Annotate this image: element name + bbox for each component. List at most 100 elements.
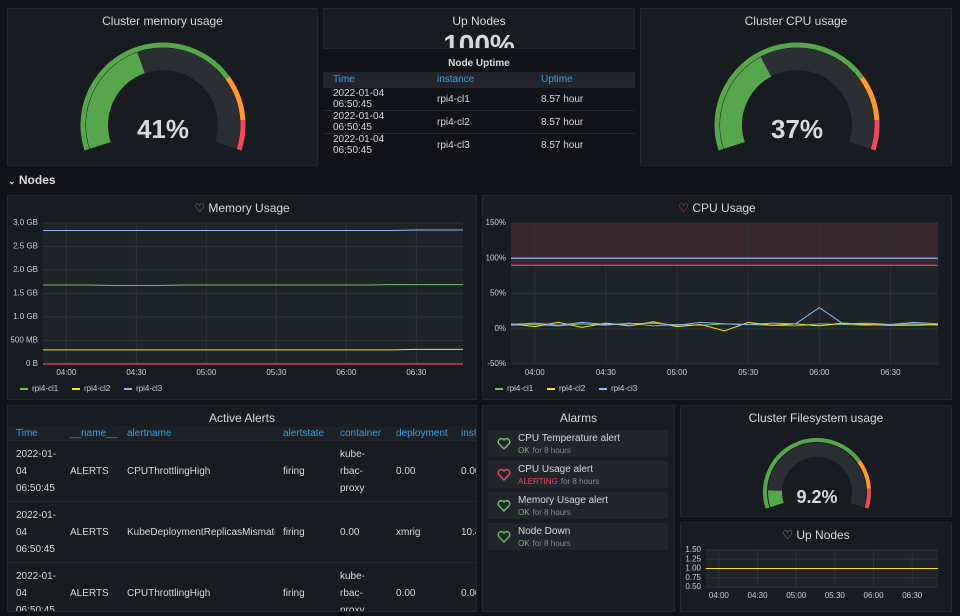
memory-gauge-panel: 41% Cluster memory usage — [7, 8, 318, 166]
column-header[interactable]: alertstate — [275, 426, 332, 441]
panel-title: ♡ CPU Usage — [678, 201, 756, 215]
alarms-panel: Alarms CPU Temperature alert OK for 8 hour… — [482, 405, 675, 612]
table-cell: CPUThrottlingHigh — [119, 440, 275, 502]
alerts-table: Time __name__ alertname alertstate container… — [8, 426, 476, 611]
y-tick-label: 0% — [494, 324, 506, 333]
gauge-value-arc — [720, 57, 772, 149]
series-line — [510, 306, 939, 326]
panel-title: ♡ Memory Usage — [194, 201, 290, 215]
table-row: 2022-01-04 06:50:45 rpi4-cl3 8.57 hour — [323, 133, 635, 156]
uptime-table: Time instance Uptime 2022-01-04 06:50:45 rpi… — [323, 72, 635, 156]
series-line — [510, 321, 939, 332]
column-header[interactable]: instance — [453, 426, 476, 441]
alarm-status: OK for 8 hours — [518, 446, 571, 455]
table-cell: ALERTS — [62, 501, 119, 563]
column-header[interactable]: alertname — [119, 426, 275, 441]
table-cell: KubeDeploymentReplicasMismatch — [119, 501, 275, 563]
table-cell: 8.57 hour — [531, 87, 635, 111]
table-cell: firing — [275, 562, 332, 611]
heart — [497, 530, 511, 544]
column-header[interactable]: Time — [323, 72, 427, 88]
alarm-status: OK for 8 hours — [518, 508, 571, 517]
table-cell: 10.4 — [453, 501, 476, 563]
alerts-panel: Active Alerts Time __name__ alertname alert… — [7, 405, 477, 612]
table-row: 2022-01-04 06:50:45 ALERTS CPUThrottlingHi… — [8, 440, 476, 502]
alarm-status: ALERTING for 8 hours — [518, 477, 599, 486]
table-cell: 0.00 — [388, 440, 453, 502]
threshold-region — [511, 223, 938, 266]
gauge-threshold-band — [864, 488, 871, 509]
heart — [497, 499, 511, 513]
x-tick-label: 06:30 — [902, 591, 923, 600]
x-tick-label: 05:00 — [667, 368, 688, 377]
fs-gauge-panel: 9.2% Cluster Filesystem usage — [680, 405, 952, 517]
y-tick-label: 0.75 — [685, 573, 701, 582]
x-tick-label: 06:30 — [881, 368, 902, 377]
table-cell: 8.57 hour — [531, 110, 635, 134]
gauge-threshold-band — [225, 76, 246, 121]
x-tick-label: 06:00 — [864, 591, 885, 600]
alarm-item[interactable]: CPU Temperature alert OK for 8 hours — [488, 430, 668, 457]
heart — [497, 468, 511, 482]
table-cell: 0.00 — [332, 501, 388, 563]
table-cell: rpi4-cl2 — [427, 110, 531, 134]
y-tick-label: 1.00 — [685, 564, 701, 573]
row-header[interactable]: ⌄ Nodes — [8, 173, 56, 187]
gauge-threshold-band — [763, 438, 861, 509]
y-tick-label: 1.25 — [685, 554, 701, 563]
gauge-threshold-band — [859, 76, 880, 121]
column-header[interactable]: deployment — [388, 426, 453, 441]
x-tick-label: 04:30 — [126, 368, 147, 377]
x-tick-label: 06:00 — [336, 368, 357, 377]
chevron: ⌄ — [8, 176, 16, 186]
y-tick-label: 500 MB — [10, 336, 38, 345]
chart: 0 B 500 MB 1.0 GB 1.5 GB 2.0 GB 2.5 GB 3.0 GB 0… — [10, 218, 463, 393]
chart: 0.500.751.001.251.50 04:00 04:30 05:00 05:30… — [685, 545, 938, 600]
table-cell: kube-rbac-proxy — [332, 440, 388, 502]
table-cell: ALERTS — [62, 562, 119, 611]
column-header[interactable]: Time — [8, 426, 62, 441]
table-cell: ALERTS — [62, 440, 119, 502]
table-row: 2022-01-04 06:50:45 rpi4-cl1 8.57 hour — [323, 87, 635, 111]
x-tick-label: 05:30 — [825, 591, 846, 600]
y-tick-label: 1.50 — [685, 545, 701, 554]
gauge-threshold-band — [236, 119, 246, 151]
x-tick-label: 04:00 — [709, 591, 730, 600]
table-row: 2022-01-04 06:50:45 rpi4-cl2 8.57 hour — [323, 110, 635, 134]
alarm-state: OK — [518, 508, 530, 517]
chart: -50% 0% 50% 100% 150% 04:00 04:30 05:00 05:30 06:… — [486, 218, 939, 393]
table-cell: 2022-01-04 06:50:45 — [8, 440, 62, 502]
alarm-duration: for 8 hours — [532, 508, 571, 517]
alarm-status: OK for 8 hours — [518, 539, 571, 548]
alarm-item[interactable]: Memory Usage alert OK for 8 hours — [488, 492, 668, 519]
up-nodes-chart-panel: 0.50 0.75 1.00 1.25 1.50 04:00 04:30 05:00 05:30… — [680, 522, 952, 612]
column-header[interactable]: Uptime — [531, 72, 635, 88]
table-cell: 2022-01-04 06:50:45 — [8, 501, 62, 563]
legend-label: rpi4-cl3 — [611, 384, 638, 393]
alarm-state: OK — [518, 539, 530, 548]
panel-title: Cluster Filesystem usage — [748, 411, 884, 425]
legend-label: rpi4-cl1 — [32, 384, 59, 393]
legend-label: rpi4-cl1 — [507, 384, 534, 393]
gauge-value: 9.2% — [796, 487, 837, 507]
gauge-value-arc — [86, 52, 146, 149]
table-row: 2022-01-04 06:50:45 ALERTS CPUThrottlingHi… — [8, 562, 476, 611]
heart — [497, 437, 511, 451]
x-tick-label: 05:30 — [738, 368, 759, 377]
column-header[interactable]: container — [332, 426, 388, 441]
alarm-icon — [497, 437, 511, 451]
table-row: 2022-01-04 06:50:45 ALERTS KubeDeploymentR… — [8, 501, 476, 563]
gauge-threshold-band — [714, 42, 864, 151]
column-header[interactable]: instance — [427, 72, 531, 88]
alarm-duration: for 8 hours — [532, 446, 571, 455]
alarm-name: Memory Usage alert — [518, 495, 609, 506]
up-nodes-panel: Up Nodes 100% — [323, 8, 635, 49]
alarm-item[interactable]: CPU Usage alert ALERTING for 8 hours — [488, 461, 668, 488]
alarm-item[interactable]: Node Down OK for 8 hours — [488, 523, 668, 550]
alarm-icon — [497, 468, 511, 482]
y-tick-label: 2.0 GB — [13, 265, 38, 274]
column-header[interactable]: __name__ — [62, 426, 119, 441]
y-tick-label: 100% — [486, 253, 506, 262]
table-cell: 0.00 — [388, 562, 453, 611]
